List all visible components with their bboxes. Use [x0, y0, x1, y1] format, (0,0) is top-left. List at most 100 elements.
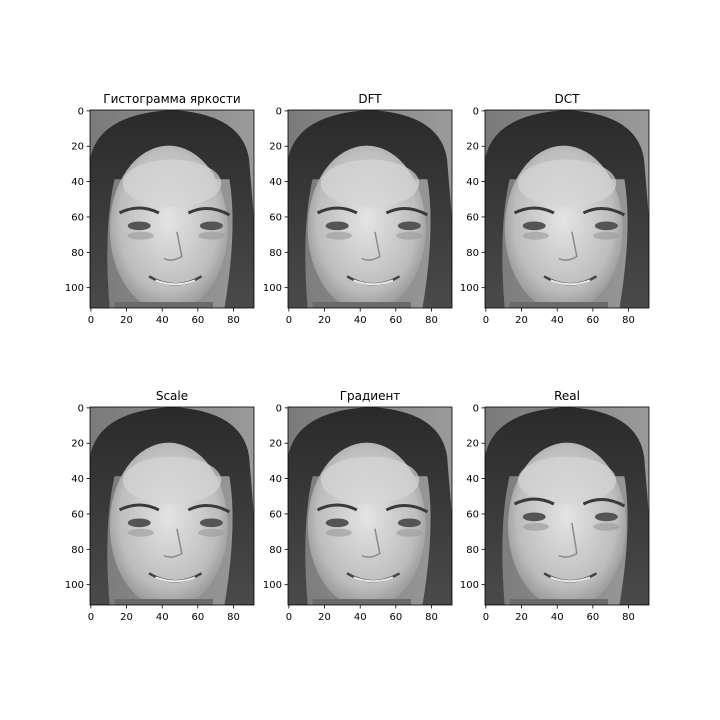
right-eye [594, 221, 618, 231]
left-eye [325, 518, 349, 528]
left-eye-shadow [325, 231, 352, 240]
y-tick-label: 40 [466, 474, 479, 485]
panel-title: Scale [156, 389, 188, 403]
x-tick-label: 60 [191, 612, 204, 623]
axes-frame [484, 406, 650, 606]
left-eye [127, 518, 151, 528]
right-eye [199, 221, 223, 231]
axes-frame [287, 406, 453, 606]
x-tick-label: 80 [622, 612, 635, 623]
face-image [485, 110, 649, 308]
y-tick-label: 80 [269, 545, 282, 556]
neck-shadow [312, 599, 411, 605]
y-tick-label: 80 [71, 248, 84, 259]
forehead-region [320, 456, 420, 505]
y-tick-label: 0 [473, 106, 479, 117]
nose [163, 528, 183, 558]
x-tick-label: 60 [389, 612, 402, 623]
face-image [90, 407, 254, 605]
left-eyebrow [513, 497, 555, 506]
y-tick-label: 60 [466, 212, 479, 223]
neck-shadow [114, 599, 213, 605]
left-eye [127, 221, 151, 231]
x-tick-label: 20 [120, 612, 133, 623]
image-panel: Градиент 0 20 40 60 80 0 20 40 60 80 100 [263, 389, 453, 623]
right-eyebrow [187, 207, 231, 217]
left-eyebrow [118, 206, 160, 215]
forehead-region [122, 456, 222, 505]
teeth [550, 279, 591, 286]
y-tick-label: 20 [269, 142, 282, 153]
hair-region [90, 110, 254, 308]
axes-frame [89, 109, 255, 309]
right-eye-shadow [593, 231, 620, 240]
right-eye [594, 512, 618, 522]
x-tick-label: 20 [120, 315, 133, 326]
y-tick-label: 20 [466, 142, 479, 153]
panel-title: DFT [358, 92, 382, 106]
x-tick-label: 40 [156, 612, 169, 623]
x-tick-label: 20 [318, 315, 331, 326]
nose [558, 231, 578, 261]
nose [361, 528, 381, 558]
forehead-region [517, 159, 617, 208]
y-tick-label: 0 [78, 106, 84, 117]
x-tick-label: 0 [88, 612, 94, 623]
face-image [485, 407, 649, 605]
nose [361, 231, 381, 261]
hair-region [288, 407, 452, 605]
y-tick-label: 60 [71, 509, 84, 520]
right-eyebrow [385, 504, 429, 514]
x-tick-label: 80 [227, 315, 240, 326]
y-tick-label: 60 [269, 212, 282, 223]
forehead-region [122, 159, 222, 208]
image-panel: Scale 0 20 40 60 80 0 20 40 60 80 100 [65, 389, 255, 623]
x-tick-label: 80 [425, 612, 438, 623]
y-tick-label: 40 [71, 177, 84, 188]
right-eyebrow [187, 504, 231, 514]
x-tick-label: 40 [354, 315, 367, 326]
right-eye-shadow [593, 522, 620, 531]
neck-shadow [509, 599, 608, 605]
neck-shadow [509, 302, 608, 308]
left-eye-shadow [325, 528, 352, 537]
x-tick-label: 20 [515, 315, 528, 326]
right-eye [397, 221, 421, 231]
x-tick-label: 40 [354, 612, 367, 623]
y-tick-label: 40 [71, 474, 84, 485]
x-tick-label: 60 [586, 612, 599, 623]
panel-title: DCT [555, 92, 581, 106]
teeth [550, 576, 591, 583]
face-image [288, 110, 452, 308]
teeth [155, 576, 196, 583]
y-tick-label: 40 [269, 474, 282, 485]
x-tick-label: 60 [191, 315, 204, 326]
panel-title: Градиент [340, 389, 401, 403]
y-tick-label: 80 [71, 545, 84, 556]
x-tick-label: 0 [286, 612, 292, 623]
y-tick-label: 0 [78, 403, 84, 414]
x-tick-label: 0 [483, 612, 489, 623]
left-eyebrow [316, 503, 358, 512]
neck-shadow [312, 302, 411, 308]
right-eye-shadow [396, 528, 423, 537]
right-eyebrow [582, 498, 626, 508]
teeth [353, 576, 394, 583]
y-tick-label: 0 [473, 403, 479, 414]
hair-region [90, 407, 254, 605]
x-tick-label: 0 [88, 315, 94, 326]
y-tick-label: 80 [269, 248, 282, 259]
y-tick-label: 100 [460, 283, 479, 294]
left-eye [522, 512, 546, 522]
x-tick-label: 60 [389, 315, 402, 326]
y-tick-label: 100 [65, 283, 84, 294]
panel-title: Real [554, 389, 580, 403]
right-eye [397, 518, 421, 528]
y-tick-label: 0 [276, 403, 282, 414]
axes-frame [287, 109, 453, 309]
y-tick-label: 100 [65, 580, 84, 591]
y-tick-label: 20 [71, 439, 84, 450]
y-tick-label: 80 [466, 545, 479, 556]
panel-title: Гистограмма яркости [103, 92, 240, 106]
